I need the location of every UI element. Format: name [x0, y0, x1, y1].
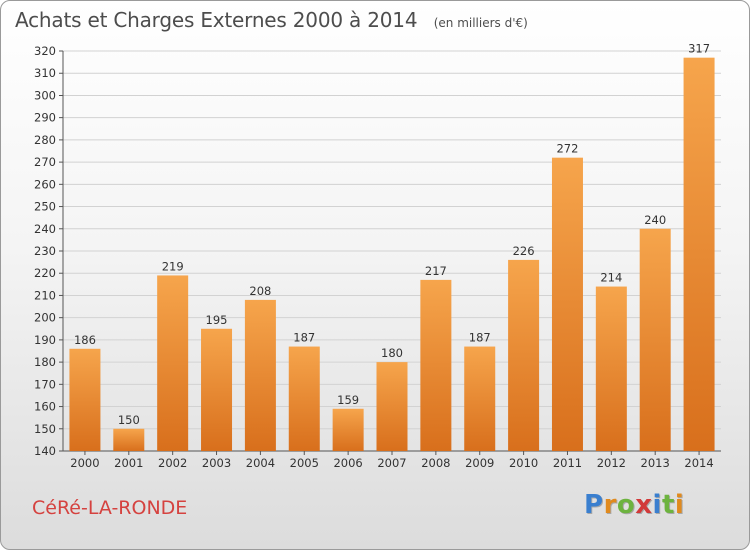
y-tick-label: 190: [34, 333, 56, 347]
commune-name: CéRé-LA-RONDE: [32, 497, 188, 519]
logo-letter: x: [635, 490, 653, 520]
data-label-2003: 195: [206, 313, 228, 327]
y-tick-label: 220: [34, 266, 56, 280]
y-tick-label: 200: [34, 311, 56, 325]
y-tick-labels: 140 150 160 170 180 190 200 210 220 230 240 250 260 2…: [34, 44, 56, 458]
bar-2003: [201, 328, 233, 451]
logo-letter: i: [652, 490, 662, 520]
bars: [69, 57, 715, 452]
data-label-2009: 187: [469, 331, 491, 345]
data-label-2010: 226: [513, 244, 535, 258]
logo-letter: r: [603, 490, 617, 520]
title-main: Achats et Charges Externes 2000 à 2014: [15, 8, 418, 32]
x-tick-label-2002: 2002: [158, 456, 187, 470]
data-label-2006: 159: [337, 393, 359, 407]
x-tick-label-2008: 2008: [421, 456, 450, 470]
logo-letter: i: [674, 490, 685, 520]
x-tick-label-2006: 2006: [333, 456, 362, 470]
logo-letter: P: [584, 490, 604, 520]
data-label-2011: 272: [556, 142, 578, 156]
x-tick-label-2011: 2011: [553, 456, 582, 470]
x-tick-label-2013: 2013: [641, 456, 670, 470]
x-tick-label-2009: 2009: [465, 456, 494, 470]
title-unit: (en milliers d'€): [433, 16, 528, 30]
y-tick-label: 180: [34, 355, 56, 369]
bar-2014: [683, 57, 715, 452]
y-tick-label: 210: [34, 288, 56, 302]
data-label-2004: 208: [249, 284, 271, 298]
bar-2011: [551, 157, 583, 451]
data-label-2000: 186: [74, 333, 96, 347]
logo-letter: t: [661, 490, 675, 520]
x-tick-label-2012: 2012: [597, 456, 626, 470]
data-label-2002: 219: [162, 259, 184, 273]
y-tick-label: 290: [34, 111, 56, 125]
x-tick-label-2004: 2004: [246, 456, 275, 470]
y-tick-label: 320: [34, 44, 56, 58]
y-tick-label: 240: [34, 222, 56, 236]
y-tick-label: 300: [34, 88, 56, 102]
y-tick-label: 260: [34, 177, 56, 191]
bar-2009: [464, 346, 496, 451]
y-tick-label: 140: [34, 444, 56, 458]
bar-2000: [69, 348, 101, 451]
chart-title: Achats et Charges Externes 2000 à 2014 (…: [15, 8, 528, 32]
bar-2008: [420, 279, 452, 451]
logo-letter: o: [616, 490, 636, 520]
bar-2005: [288, 346, 320, 451]
x-tick-label-2003: 2003: [202, 456, 231, 470]
bar-2013: [639, 228, 671, 451]
bar-2010: [508, 259, 540, 451]
x-tick-label-2000: 2000: [70, 456, 99, 470]
x-tick-label-2005: 2005: [290, 456, 319, 470]
y-tick-label: 170: [34, 377, 56, 391]
data-labels: 186 150 219 195 208 187 159 180 217 187 226 272 214 2…: [74, 42, 710, 427]
x-tick-label-2014: 2014: [684, 456, 713, 470]
y-tick-label: 280: [34, 133, 56, 147]
proxiti-logo[interactable]: Proxiti: [584, 490, 684, 520]
data-label-2005: 187: [293, 331, 315, 345]
data-label-2013: 240: [644, 213, 666, 227]
x-tick-labels: 2000 2001 2002 2003 2004 2005 2006 2007 2008 2009…: [70, 456, 713, 470]
y-tick-label: 160: [34, 400, 56, 414]
x-tick-label-2007: 2007: [377, 456, 406, 470]
bar-2007: [376, 362, 408, 451]
data-label-2001: 150: [118, 413, 140, 427]
y-tick-label: 150: [34, 422, 56, 436]
data-label-2014: 317: [688, 42, 710, 56]
y-tick-label: 310: [34, 66, 56, 80]
data-label-2012: 214: [600, 271, 622, 285]
bar-2012: [595, 286, 627, 451]
bar-2004: [244, 299, 276, 451]
y-tick-label: 270: [34, 155, 56, 169]
data-label-2008: 217: [425, 264, 447, 278]
bar-2002: [157, 275, 189, 451]
x-tick-label-2010: 2010: [509, 456, 538, 470]
data-label-2007: 180: [381, 346, 403, 360]
bar-2001: [113, 428, 145, 451]
y-tick-label: 250: [34, 200, 56, 214]
y-tick-label: 230: [34, 244, 56, 258]
x-tick-label-2001: 2001: [114, 456, 143, 470]
bar-2006: [332, 408, 364, 451]
